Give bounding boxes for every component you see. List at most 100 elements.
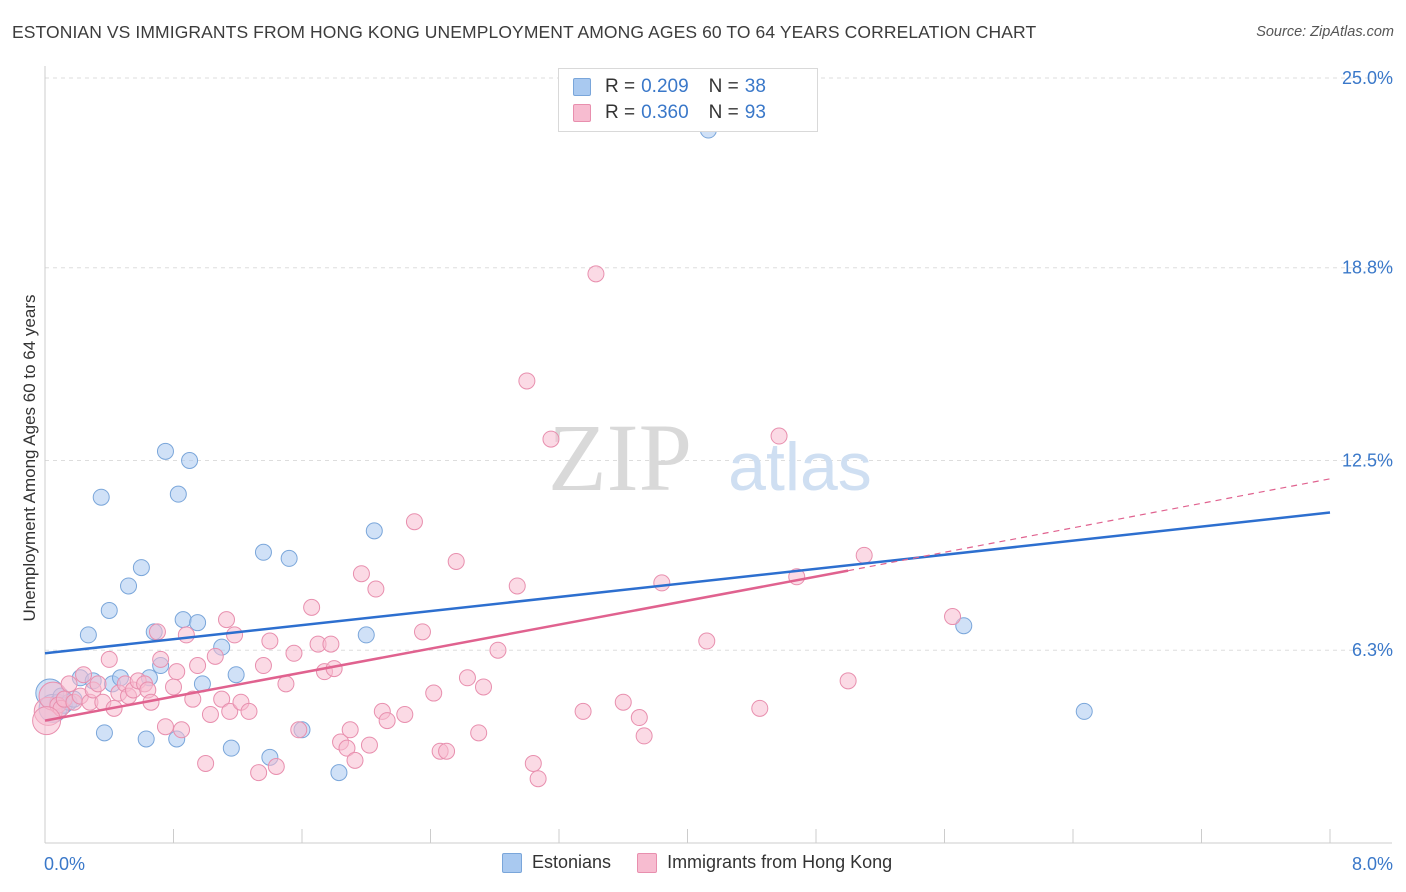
hk-point[interactable] xyxy=(425,684,443,702)
hk-point[interactable] xyxy=(751,699,769,717)
hk-point[interactable] xyxy=(635,727,653,745)
hk-point[interactable] xyxy=(508,577,526,595)
hk-point[interactable] xyxy=(378,712,396,730)
hk-point[interactable] xyxy=(698,632,716,650)
hk-point[interactable] xyxy=(396,705,414,723)
estonians-point[interactable] xyxy=(100,601,118,619)
hk-point[interactable] xyxy=(438,742,456,760)
hk-point[interactable] xyxy=(75,666,93,684)
estonians-point[interactable] xyxy=(189,614,207,632)
hk-point[interactable] xyxy=(475,678,493,696)
hk-point[interactable] xyxy=(156,718,174,736)
hk-point[interactable] xyxy=(218,611,236,629)
hk-point[interactable] xyxy=(518,372,536,390)
estonians-point[interactable] xyxy=(222,739,240,757)
estonians-point[interactable] xyxy=(955,617,973,635)
estonians-point[interactable] xyxy=(92,488,110,506)
estonians-point[interactable] xyxy=(330,764,348,782)
hk-point[interactable] xyxy=(290,721,308,739)
hk-point[interactable] xyxy=(303,598,321,616)
hk-point[interactable] xyxy=(168,663,186,681)
hk-point[interactable] xyxy=(770,427,788,445)
hk-point[interactable] xyxy=(277,675,295,693)
estonians-point[interactable] xyxy=(365,522,383,540)
hk-point[interactable] xyxy=(367,580,385,598)
estonians-point[interactable] xyxy=(280,549,298,567)
correlation-legend: R = 0.209 N = 38 R = 0.360 N = 93 xyxy=(558,68,818,132)
hk-point[interactable] xyxy=(173,721,191,739)
hk-point[interactable] xyxy=(839,672,857,690)
hk-point[interactable] xyxy=(360,736,378,754)
hk-point[interactable] xyxy=(226,626,244,644)
hk-point[interactable] xyxy=(148,623,166,641)
hk-point[interactable] xyxy=(177,626,195,644)
estonians-point[interactable] xyxy=(227,666,245,684)
legend-n-value: 38 xyxy=(744,76,766,97)
hk-point[interactable] xyxy=(261,632,279,650)
hk-point[interactable] xyxy=(944,608,962,626)
hk-point[interactable] xyxy=(338,739,356,757)
estonians-point[interactable] xyxy=(132,559,150,577)
hk-point[interactable] xyxy=(322,635,340,653)
legend-row-hk: R = 0.360 N = 93 xyxy=(573,101,766,125)
hk-point[interactable] xyxy=(206,647,224,665)
hk-point[interactable] xyxy=(197,754,215,772)
estonians-point[interactable] xyxy=(120,577,138,595)
chart-title: ESTONIAN VS IMMIGRANTS FROM HONG KONG UN… xyxy=(12,22,1037,42)
series-swatch-hk xyxy=(637,852,658,873)
estonians-point[interactable] xyxy=(181,452,199,469)
hk-point[interactable] xyxy=(587,265,605,283)
hk-point[interactable] xyxy=(213,690,231,708)
legend-r-value: 0.209 xyxy=(641,76,689,97)
hk-point[interactable] xyxy=(458,669,476,687)
estonians-point[interactable] xyxy=(1075,702,1093,720)
hk-point[interactable] xyxy=(184,690,202,708)
x-tick-label: 8.0% xyxy=(1352,854,1393,874)
y-tick-label: 12.5% xyxy=(1342,451,1393,471)
hk-point[interactable] xyxy=(614,693,632,711)
estonians-point[interactable] xyxy=(79,626,97,644)
hk-point[interactable] xyxy=(240,702,258,720)
grid-layer xyxy=(45,77,1392,651)
estonians-point[interactable] xyxy=(156,442,174,460)
legend-r-label: R = xyxy=(605,76,636,97)
series-legend-hk[interactable]: Immigrants from Hong Kong xyxy=(637,852,892,873)
hk-point[interactable] xyxy=(89,675,107,693)
hk-point[interactable] xyxy=(542,430,560,448)
hk-point[interactable] xyxy=(630,709,648,727)
hk-point[interactable] xyxy=(165,678,182,696)
hk-point[interactable] xyxy=(201,705,219,723)
hk-point[interactable] xyxy=(529,770,547,788)
estonians-point[interactable] xyxy=(169,485,187,503)
hk-point[interactable] xyxy=(341,721,359,739)
estonians-point[interactable] xyxy=(357,626,375,644)
hk-point[interactable] xyxy=(574,702,592,720)
hk-point[interactable] xyxy=(267,758,285,775)
estonians-point[interactable] xyxy=(95,724,113,742)
hk-point[interactable] xyxy=(447,552,465,570)
hk-point[interactable] xyxy=(60,675,78,693)
estonians-point[interactable] xyxy=(254,543,272,561)
estonians-point[interactable] xyxy=(174,611,192,629)
hk-point[interactable] xyxy=(489,641,507,659)
series-legend-estonians[interactable]: Estonians xyxy=(502,852,611,873)
hk-trend-extension xyxy=(848,478,1331,572)
hk-point[interactable] xyxy=(152,650,170,668)
hk-point[interactable] xyxy=(250,764,268,782)
hk-point[interactable] xyxy=(285,644,303,662)
hk-point[interactable] xyxy=(254,657,272,675)
hk-point[interactable] xyxy=(470,724,488,742)
hk-point[interactable] xyxy=(413,623,431,641)
watermark-zip: ZIP xyxy=(548,404,692,511)
hk-point[interactable] xyxy=(653,574,671,592)
estonians-point[interactable] xyxy=(137,730,155,748)
hk-point[interactable] xyxy=(855,546,873,564)
hk-point[interactable] xyxy=(352,565,370,583)
hk-point[interactable] xyxy=(524,754,542,772)
hk-point[interactable] xyxy=(346,751,364,769)
hk-point[interactable] xyxy=(189,657,207,675)
y-tick-label: 25.0% xyxy=(1342,68,1393,88)
hk-point[interactable] xyxy=(405,513,423,531)
hk-point[interactable] xyxy=(221,702,239,720)
hk-point[interactable] xyxy=(100,650,118,668)
